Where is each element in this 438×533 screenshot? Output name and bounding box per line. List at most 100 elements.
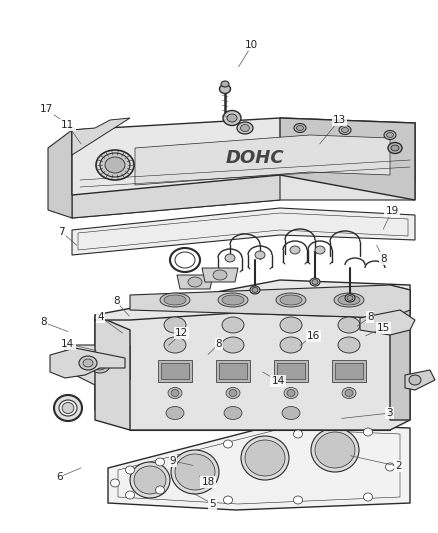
Text: 9: 9 — [170, 456, 177, 466]
Ellipse shape — [342, 387, 356, 399]
Ellipse shape — [155, 486, 165, 494]
Ellipse shape — [96, 150, 134, 180]
Ellipse shape — [221, 81, 229, 87]
Ellipse shape — [54, 395, 82, 421]
Ellipse shape — [388, 142, 402, 154]
Text: 19: 19 — [385, 206, 399, 215]
Bar — [216, 360, 250, 382]
Bar — [335, 363, 363, 379]
Ellipse shape — [219, 85, 230, 93]
Ellipse shape — [171, 390, 179, 397]
Ellipse shape — [166, 407, 184, 419]
Polygon shape — [405, 370, 435, 390]
Ellipse shape — [409, 375, 421, 385]
Text: 12: 12 — [175, 328, 188, 338]
Ellipse shape — [213, 270, 227, 280]
Text: 8: 8 — [113, 296, 120, 306]
Polygon shape — [95, 290, 410, 430]
Polygon shape — [95, 280, 410, 320]
Text: 2: 2 — [395, 462, 402, 471]
Text: 8: 8 — [40, 318, 47, 327]
Ellipse shape — [310, 278, 320, 286]
Ellipse shape — [62, 402, 74, 414]
Ellipse shape — [338, 337, 360, 353]
Ellipse shape — [155, 458, 165, 466]
Polygon shape — [360, 310, 415, 335]
Polygon shape — [130, 330, 390, 430]
Ellipse shape — [391, 145, 399, 151]
Ellipse shape — [293, 430, 303, 438]
Ellipse shape — [223, 440, 233, 448]
Ellipse shape — [386, 133, 393, 138]
Bar — [158, 360, 192, 382]
Text: 6: 6 — [56, 472, 63, 482]
Ellipse shape — [364, 428, 372, 436]
Bar — [274, 360, 308, 382]
Polygon shape — [72, 118, 415, 195]
Text: 8: 8 — [380, 254, 387, 263]
Ellipse shape — [345, 294, 355, 302]
Ellipse shape — [255, 251, 265, 259]
Ellipse shape — [338, 317, 360, 333]
Ellipse shape — [315, 246, 325, 254]
Ellipse shape — [130, 462, 170, 498]
Ellipse shape — [94, 360, 106, 370]
Text: DOHC: DOHC — [226, 149, 284, 167]
Polygon shape — [72, 155, 280, 218]
Ellipse shape — [222, 317, 244, 333]
Polygon shape — [108, 423, 410, 510]
Ellipse shape — [188, 277, 202, 287]
Ellipse shape — [364, 493, 372, 501]
Ellipse shape — [245, 440, 285, 476]
Polygon shape — [48, 130, 72, 218]
Text: 13: 13 — [333, 115, 346, 125]
Ellipse shape — [222, 295, 244, 305]
Ellipse shape — [284, 387, 298, 399]
Ellipse shape — [83, 359, 93, 367]
Text: 7: 7 — [58, 227, 65, 237]
Ellipse shape — [282, 407, 300, 419]
Ellipse shape — [311, 428, 359, 472]
Ellipse shape — [339, 125, 351, 134]
Text: 8: 8 — [215, 339, 223, 349]
Text: 17: 17 — [39, 104, 53, 114]
Ellipse shape — [59, 400, 77, 416]
Polygon shape — [72, 175, 415, 218]
Ellipse shape — [224, 407, 242, 419]
Polygon shape — [72, 118, 130, 155]
Ellipse shape — [229, 390, 237, 397]
Ellipse shape — [345, 390, 353, 397]
Ellipse shape — [175, 454, 215, 490]
Ellipse shape — [347, 295, 353, 301]
Ellipse shape — [110, 479, 120, 487]
Text: 4: 4 — [97, 312, 104, 322]
Polygon shape — [202, 268, 238, 282]
Ellipse shape — [252, 287, 258, 293]
Text: 8: 8 — [367, 312, 374, 322]
Ellipse shape — [240, 125, 250, 132]
Ellipse shape — [226, 387, 240, 399]
Ellipse shape — [237, 122, 253, 134]
Text: 16: 16 — [307, 331, 320, 341]
Ellipse shape — [287, 390, 295, 397]
Ellipse shape — [222, 337, 244, 353]
Polygon shape — [135, 135, 390, 185]
Ellipse shape — [280, 295, 302, 305]
Ellipse shape — [105, 157, 125, 173]
Ellipse shape — [250, 286, 260, 294]
Ellipse shape — [334, 293, 364, 307]
Ellipse shape — [241, 436, 289, 480]
Text: 10: 10 — [245, 41, 258, 50]
Ellipse shape — [293, 496, 303, 504]
Ellipse shape — [294, 124, 306, 133]
Bar — [219, 363, 247, 379]
Polygon shape — [130, 285, 410, 318]
Ellipse shape — [315, 432, 355, 468]
Text: 18: 18 — [201, 478, 215, 487]
Polygon shape — [280, 118, 415, 200]
Bar — [332, 360, 366, 382]
Ellipse shape — [126, 491, 134, 499]
Ellipse shape — [342, 127, 349, 133]
Ellipse shape — [338, 295, 360, 305]
Ellipse shape — [164, 317, 186, 333]
